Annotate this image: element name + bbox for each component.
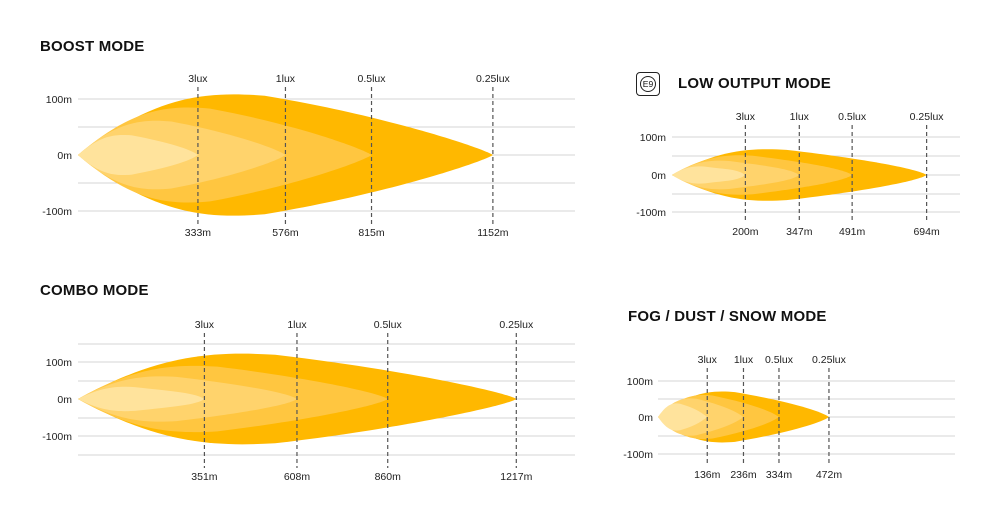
y-tick-label: -100m xyxy=(636,207,666,219)
lux-label: 0.5lux xyxy=(374,319,403,331)
lux-label: 3lux xyxy=(698,354,718,366)
y-tick-label: -100m xyxy=(42,431,72,443)
distance-label: 136m xyxy=(694,469,721,481)
distance-label: 860m xyxy=(375,471,402,483)
fog-dust-snow-mode-chart: 3lux 136m 1lux 236m 0.5lux 334m 0.25lux 472m 100… xyxy=(623,354,955,481)
distance-label: 351m xyxy=(191,471,218,483)
lux-label: 3lux xyxy=(195,319,215,331)
distance-label: 472m xyxy=(816,469,843,481)
lux-label: 0.5lux xyxy=(838,111,867,123)
distance-label: 347m xyxy=(786,226,813,238)
boost-mode-chart: 3lux 333m 1lux 576m 0.5lux 815m 0.25lux 1152m 10… xyxy=(42,73,575,239)
beam-area-outer xyxy=(78,134,198,176)
lux-label: 3lux xyxy=(188,73,208,85)
distance-label: 608m xyxy=(284,471,311,483)
y-tick-label: 0m xyxy=(638,412,653,424)
y-tick-label: 0m xyxy=(57,150,72,162)
distance-label: 1152m xyxy=(477,227,509,239)
y-tick-label: 0m xyxy=(651,170,666,182)
lux-label: 0.25lux xyxy=(812,354,847,366)
lux-label: 0.25lux xyxy=(499,319,534,331)
lux-label: 0.5lux xyxy=(358,73,387,85)
distance-label: 491m xyxy=(839,226,866,238)
distance-label: 576m xyxy=(272,227,299,239)
y-tick-label: 100m xyxy=(46,94,73,106)
fog-dust-snow-mode-title: FOG / DUST / SNOW MODE xyxy=(628,308,827,325)
distance-label: 694m xyxy=(913,226,940,238)
distance-label: 815m xyxy=(358,227,385,239)
y-tick-label: -100m xyxy=(42,206,72,218)
y-tick-label: 100m xyxy=(627,376,654,388)
combo-mode-chart: 3lux 351m 1lux 608m 0.5lux 860m 0.25lux 1217m 10… xyxy=(42,319,575,483)
y-tick-label: 0m xyxy=(57,394,72,406)
lux-label: 1lux xyxy=(790,111,810,123)
e9-approval-mark-icon: E9 xyxy=(636,72,660,96)
combo-mode-title: COMBO MODE xyxy=(40,282,149,299)
lux-label: 0.25lux xyxy=(910,111,945,123)
beam-area-outer xyxy=(78,386,205,412)
distance-label: 200m xyxy=(732,226,759,238)
y-tick-label: 100m xyxy=(46,357,73,369)
distance-label: 333m xyxy=(185,227,212,239)
y-tick-label: 100m xyxy=(640,132,667,144)
y-tick-label: -100m xyxy=(623,449,653,461)
low-output-mode-chart: 3lux 200m 1lux 347m 0.5lux 491m 0.25lux 694m 100… xyxy=(636,111,960,238)
lux-label: 1lux xyxy=(276,73,296,85)
beam-area-outer xyxy=(672,166,746,184)
boost-mode-title: BOOST MODE xyxy=(40,38,145,55)
lux-label: 1lux xyxy=(734,354,754,366)
distance-label: 334m xyxy=(766,469,793,481)
distance-label: 236m xyxy=(730,469,757,481)
lux-label: 0.5lux xyxy=(765,354,794,366)
lux-label: 0.25lux xyxy=(476,73,511,85)
beam-area-outer xyxy=(658,403,708,431)
low-output-mode-title: LOW OUTPUT MODE xyxy=(678,75,831,92)
lux-label: 1lux xyxy=(287,319,307,331)
lux-label: 3lux xyxy=(736,111,756,123)
distance-label: 1217m xyxy=(500,471,532,483)
e9-approval-mark-label: E9 xyxy=(640,76,656,92)
